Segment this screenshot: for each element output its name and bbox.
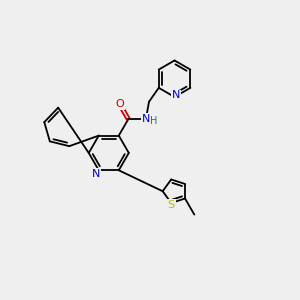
Text: N: N xyxy=(172,91,180,100)
Text: H: H xyxy=(151,116,158,126)
Text: S: S xyxy=(168,200,175,210)
Text: N: N xyxy=(142,114,150,124)
Text: O: O xyxy=(115,99,124,109)
Text: N: N xyxy=(92,169,100,179)
